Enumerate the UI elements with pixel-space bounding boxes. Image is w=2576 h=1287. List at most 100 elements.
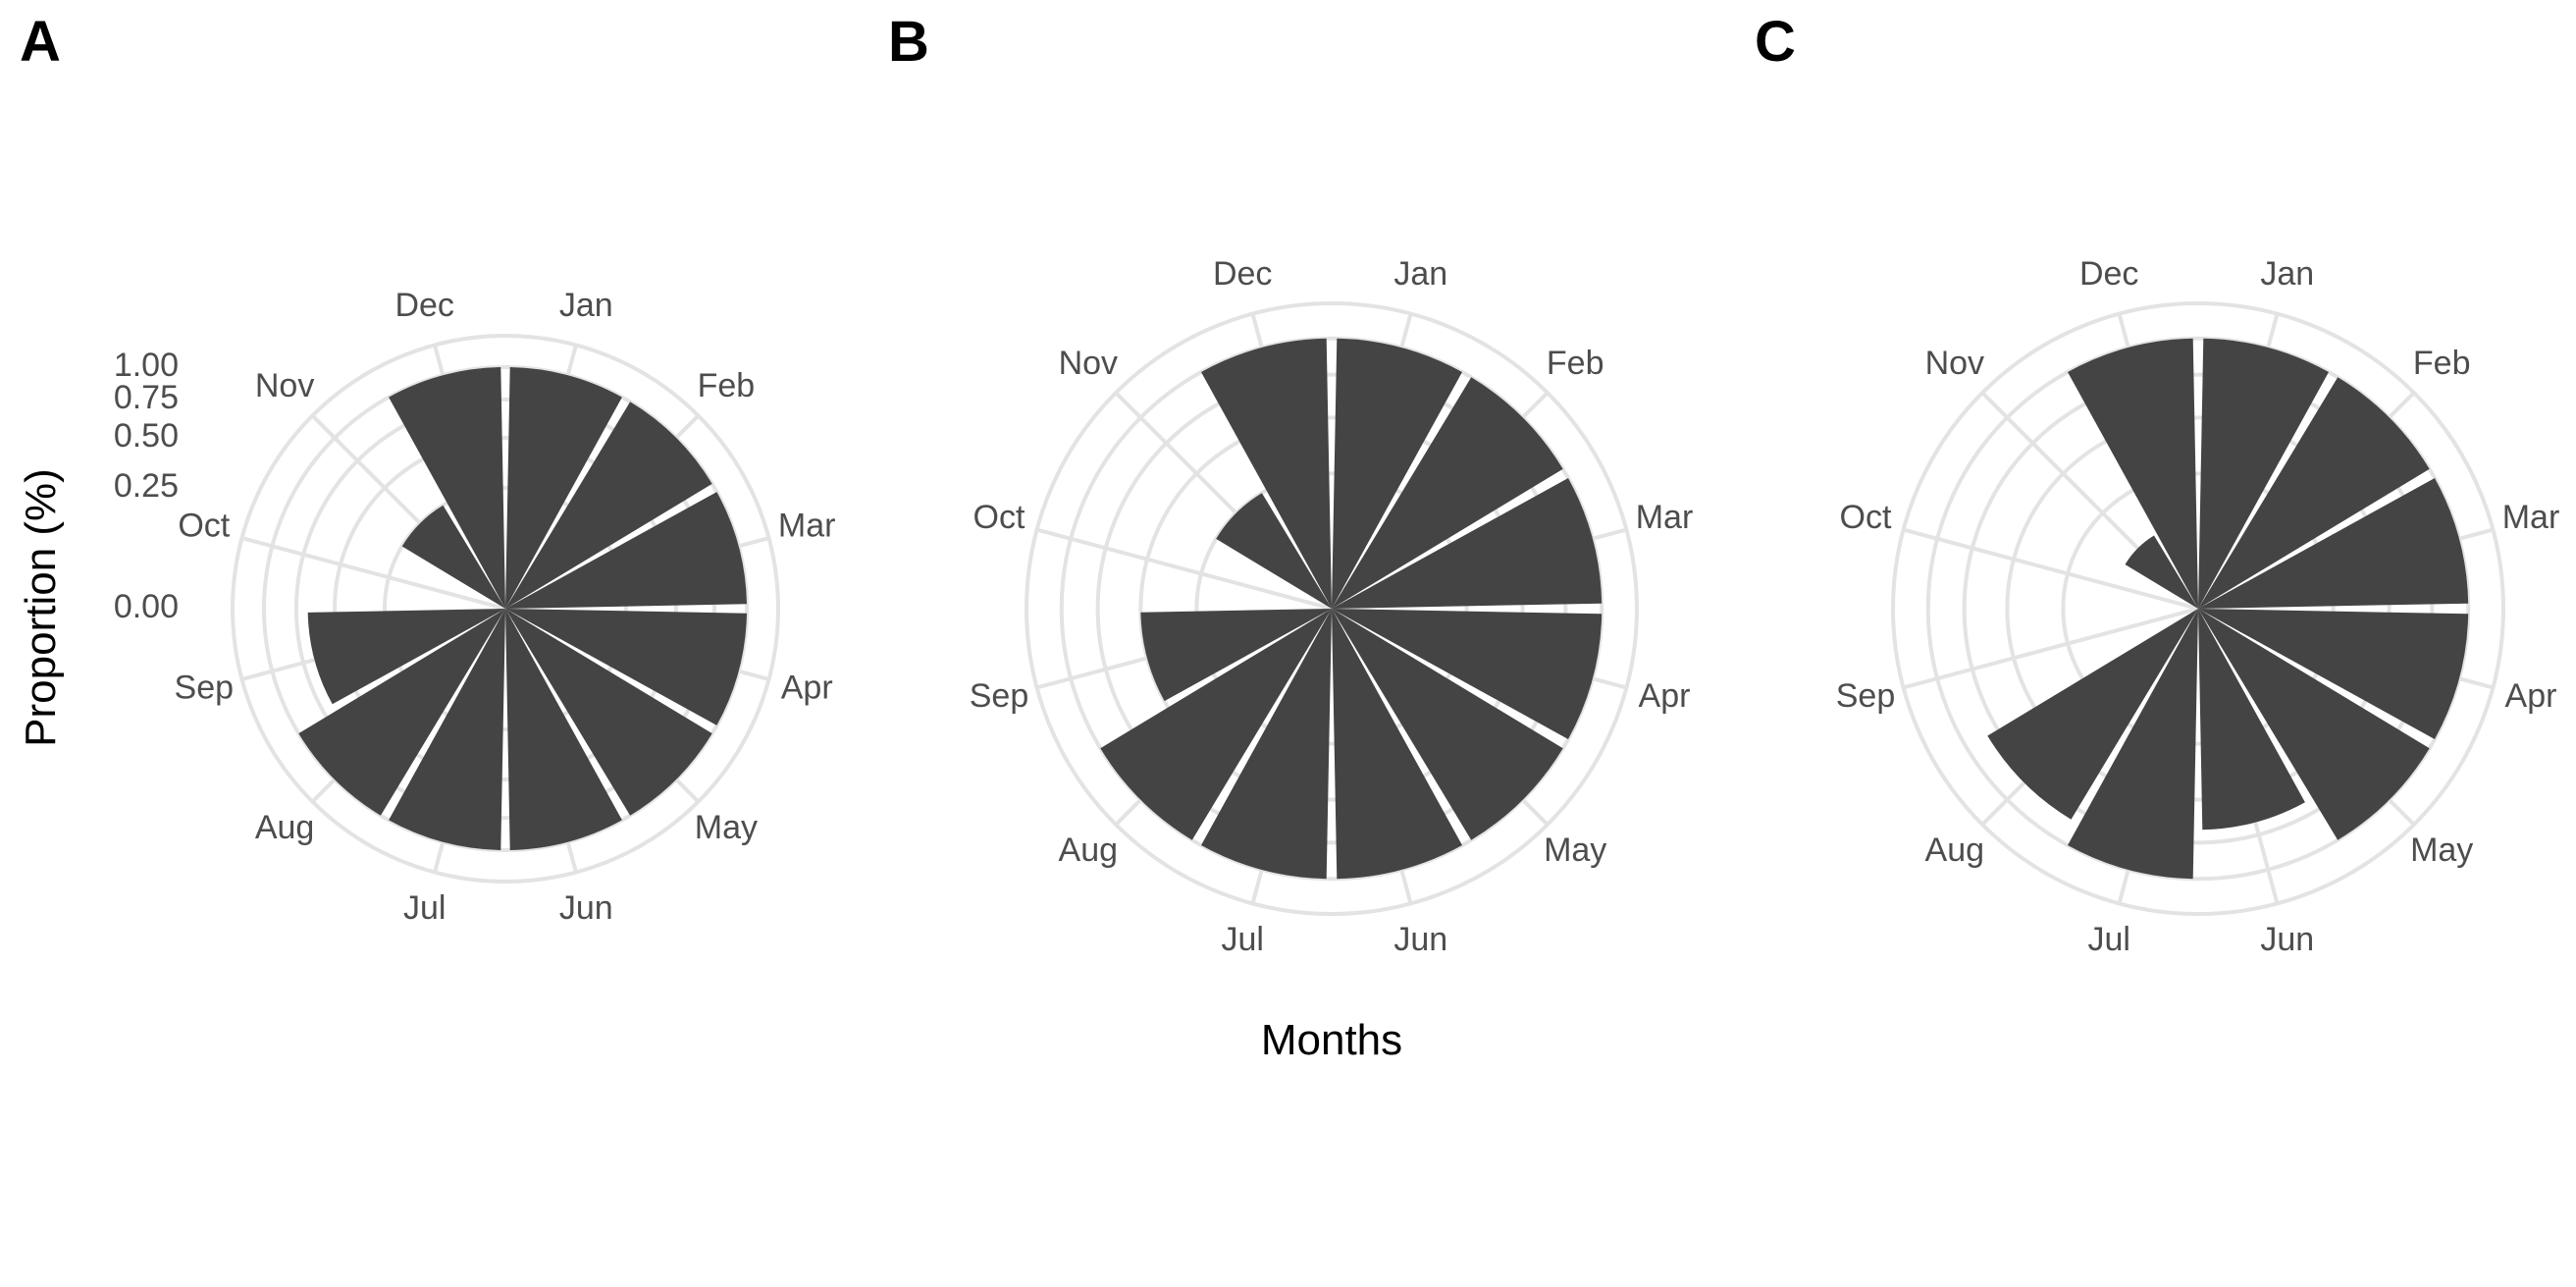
radial-gridline: [1903, 607, 2199, 690]
bar-jul: [2068, 609, 2198, 880]
bar-feb: [1332, 377, 1563, 609]
panel-label-c: C: [1755, 10, 1796, 74]
month-label-jan: Jan: [559, 287, 613, 324]
month-label-mar: Mar: [778, 508, 836, 545]
grid-circle: [261, 364, 750, 853]
radial-gridline: [1036, 527, 1333, 611]
bar-jul: [389, 609, 505, 850]
y-tick-label: 1.00: [114, 347, 179, 384]
month-label-sep: Sep: [1836, 677, 1896, 715]
bar-jan: [1332, 338, 1462, 609]
grid-circle: [1095, 372, 1568, 845]
month-label-apr: Apr: [1639, 677, 1691, 715]
y-tick-label: 0.75: [114, 379, 179, 416]
month-label-jun: Jun: [2260, 921, 2314, 958]
month-label-nov: Nov: [1925, 345, 1984, 382]
month-label-apr: Apr: [2505, 677, 2557, 715]
radial-gridline: [240, 536, 506, 611]
grid-circle: [1138, 415, 1525, 802]
month-label-nov: Nov: [255, 367, 314, 404]
bar-jun: [1332, 609, 1462, 880]
bar-sep: [1140, 609, 1332, 702]
bar-feb: [2198, 377, 2430, 609]
y-tick-label: 0.25: [114, 467, 179, 505]
bar-apr: [505, 609, 747, 725]
bar-mar: [2198, 478, 2469, 609]
grid-circle: [1059, 336, 1604, 882]
month-label-aug: Aug: [1925, 831, 1985, 869]
month-label-jun: Jun: [559, 889, 613, 927]
bar-apr: [1332, 609, 1603, 739]
month-label-jul: Jul: [1221, 921, 1263, 958]
month-label-oct: Oct: [973, 499, 1025, 536]
month-label-sep: Sep: [970, 677, 1029, 715]
bar-mar: [1332, 478, 1603, 609]
bar-jan: [2198, 338, 2329, 609]
x-axis-label: Months: [1260, 1016, 1403, 1064]
month-label-feb: Feb: [2413, 345, 2471, 382]
bar-apr: [2198, 609, 2469, 739]
grid-circle: [2061, 471, 2336, 746]
outer-grid-circle: [1891, 301, 2505, 916]
bar-feb: [505, 402, 712, 609]
grid-circle: [293, 397, 717, 821]
bar-dec: [1201, 338, 1332, 609]
month-label-mar: Mar: [1636, 499, 1694, 536]
bar-jun: [505, 609, 622, 850]
bar-dec: [2068, 338, 2198, 609]
month-label-feb: Feb: [1547, 345, 1604, 382]
bar-aug: [1987, 609, 2198, 820]
radial-gridline: [1903, 527, 2199, 611]
month-label-may: May: [695, 809, 758, 846]
month-label-apr: Apr: [781, 669, 833, 706]
bar-may: [1332, 609, 1563, 840]
month-label-may: May: [1544, 831, 1606, 869]
bar-nov: [2125, 535, 2198, 609]
month-label-feb: Feb: [698, 367, 756, 404]
month-label-may: May: [2410, 831, 2473, 869]
month-label-mar: Mar: [2502, 499, 2560, 536]
grid-circle: [1194, 471, 1469, 746]
month-label-jun: Jun: [1393, 921, 1447, 958]
bar-may: [2198, 609, 2430, 840]
grid-circle: [1962, 372, 2435, 845]
grid-circle: [2005, 415, 2392, 802]
y-tick-label: 0.00: [114, 588, 179, 625]
y-axis-label: Proportion (%): [17, 468, 66, 747]
outer-grid-circle: [231, 334, 780, 884]
panel-label-b: B: [888, 10, 929, 74]
bar-jul: [1201, 609, 1332, 880]
bar-dec: [389, 367, 505, 609]
month-label-aug: Aug: [255, 809, 315, 846]
month-label-oct: Oct: [1840, 499, 1892, 536]
grid-circle: [333, 436, 678, 781]
bar-aug: [1100, 609, 1332, 840]
polar-chart-b: Jan Feb Mar Apr May Jun Jul Aug Sep Oct Nov Dec: [970, 255, 1694, 958]
bar-may: [505, 609, 712, 816]
month-label-aug: Aug: [1059, 831, 1119, 869]
bar-nov: [1216, 493, 1332, 609]
polar-chart-c: Jan Feb Mar Apr May Jun Jul Aug Sep Oct Nov Dec: [1836, 255, 2560, 958]
month-label-jan: Jan: [1393, 255, 1447, 293]
month-label-jan: Jan: [2260, 255, 2314, 293]
month-label-oct: Oct: [178, 508, 230, 545]
month-label-dec: Dec: [2079, 255, 2138, 293]
bar-jun: [2198, 609, 2305, 831]
grid-circle: [382, 485, 629, 732]
month-label-nov: Nov: [1059, 345, 1118, 382]
grid-circle: [1925, 336, 2471, 882]
month-label-sep: Sep: [175, 669, 235, 706]
outer-grid-circle: [1025, 301, 1639, 916]
polar-chart-a: Jan Feb Mar Apr May Jun Jul Aug Sep Oct Nov Dec 0.00…: [114, 287, 836, 927]
bar-aug: [298, 609, 505, 816]
month-label-jul: Jul: [2087, 921, 2129, 958]
month-label-dec: Dec: [394, 287, 453, 324]
month-label-dec: Dec: [1213, 255, 1272, 293]
bar-sep: [307, 609, 505, 705]
bar-nov: [401, 505, 505, 609]
y-tick-label: 0.50: [114, 417, 179, 455]
bar-jan: [505, 367, 622, 609]
bar-mar: [505, 492, 747, 609]
